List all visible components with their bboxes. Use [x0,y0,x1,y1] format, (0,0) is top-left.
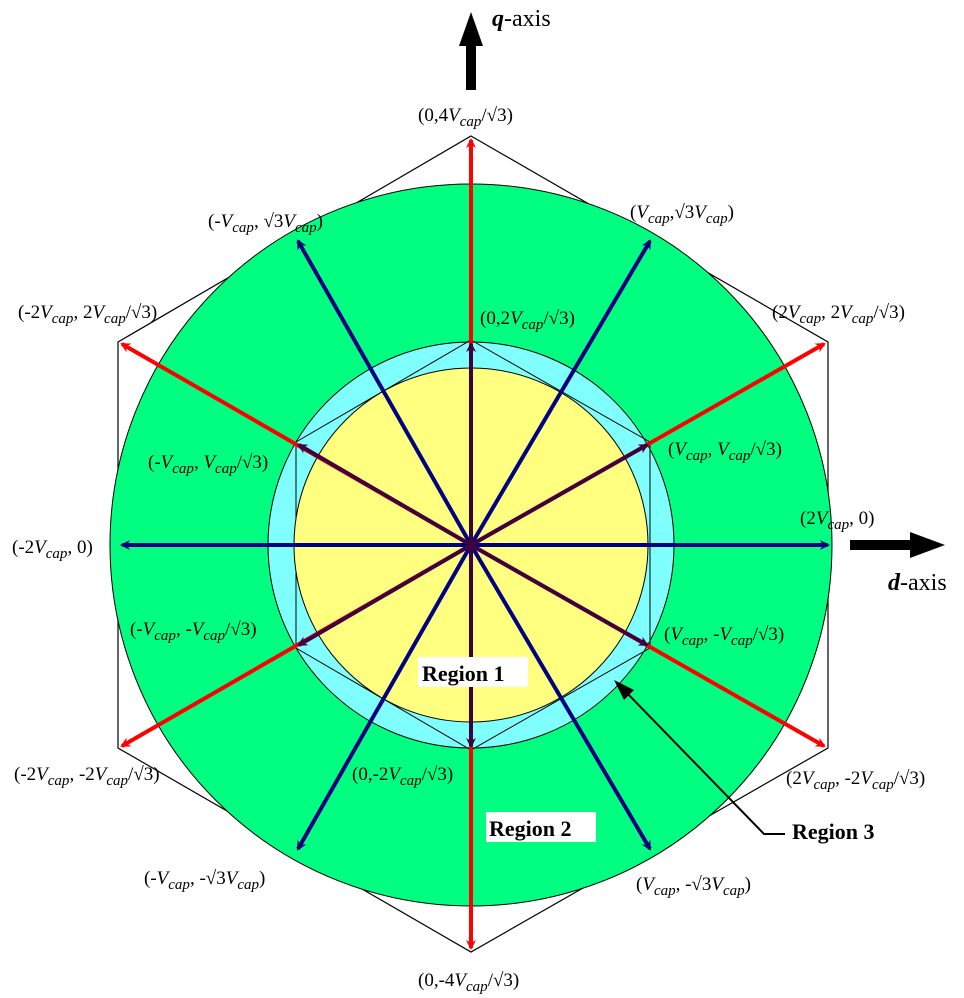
vector-label-inner-top: (0,2Vcap/√3) [480,308,575,333]
vector-label-lower-left: (-Vcap, -√3Vcap) [144,868,265,893]
region-3-pointer-line [625,691,785,835]
region-2-label-bg [486,812,596,842]
inner-vector-upper-right [470,443,649,547]
vector-label-right-top: (2Vcap, 2Vcap/√3) [772,302,905,327]
vector-label-inner-ll: (-Vcap, -Vcap/√3) [130,619,257,644]
vector-label-right: (2Vcap, 0) [800,508,874,533]
q-axis-label: q-axis [492,6,551,32]
vector-label-upper-left: (-Vcap, √3Vcap) [208,211,323,236]
region-2-label: Region 2 [489,816,572,841]
vector-label-left-bottom: (-2Vcap, -2Vcap/√3) [14,764,160,789]
region-1-label-bg [418,657,528,687]
vector-label-inner-bottom: (0,-2Vcap/√3) [352,764,453,789]
blue-vector-upper-right [469,239,652,547]
vector-label-right-bottom: (2Vcap, -2Vcap/√3) [786,768,925,793]
region-3-label: Region 3 [792,819,875,844]
inner-vector-lower-right [470,543,649,647]
coordinate-labels: (0,4Vcap/√3) (0,-4Vcap/√3) (-Vcap, √3Vcap)… [12,105,925,995]
vector-label-lower-right: (Vcap, -√3Vcap) [636,874,751,899]
blue-vector-lower-right [469,543,652,851]
d-axis-label: d-axis [888,570,947,596]
outer-hexagon [117,135,829,953]
region-3-pointer-head [614,680,634,700]
inner-vector-lower-left [297,543,473,647]
region-1-label: Region 1 [422,661,505,686]
vector-label-inner-lr: (Vcap, -Vcap/√3) [664,624,784,649]
vector-label-inner-ul: (-Vcap, Vcap/√3) [148,452,268,477]
vector-label-bottom: (0,-4Vcap/√3) [418,970,519,995]
blue-vector-lower-left [296,544,473,851]
q-axis-arrow [459,12,483,90]
blue-vector-upper-left [296,239,473,546]
vector-label-upper-right: (Vcap,√3Vcap) [630,202,734,227]
vector-label-top: (0,4Vcap/√3) [418,105,513,130]
vector-label-left-top: (-2Vcap, 2Vcap/√3) [18,302,157,327]
inner-vector-upper-left [297,443,473,547]
vector-label-left: (-2Vcap, 0) [12,537,93,562]
d-axis-arrow [850,532,945,558]
vector-label-inner-ur: (Vcap, Vcap/√3) [668,439,782,464]
